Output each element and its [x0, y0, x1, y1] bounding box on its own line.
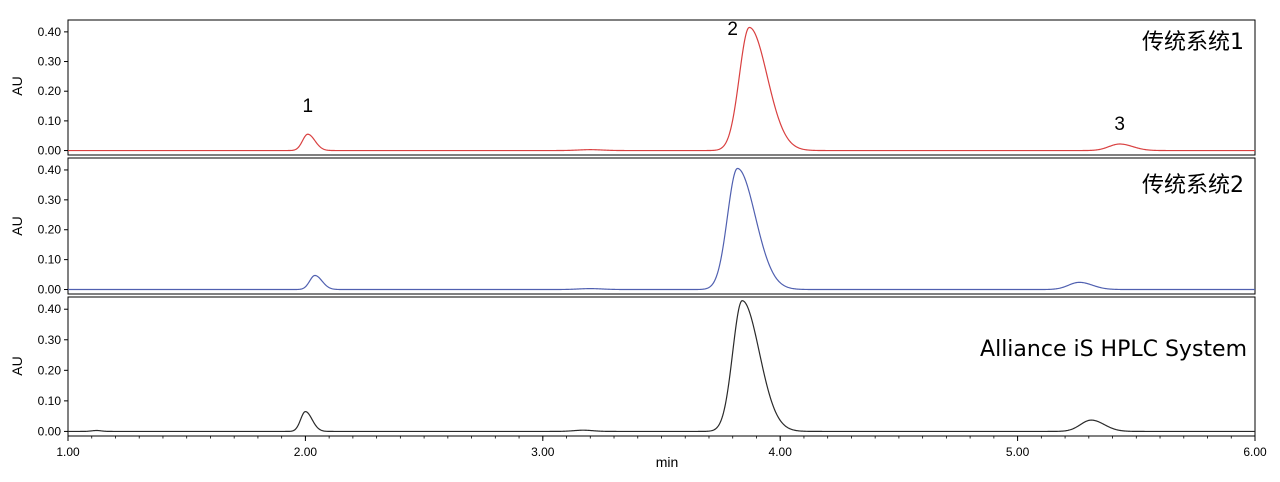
- panel-1: 0.00 0.10 0.20 0.30 0.40 传统系统1 AU 1 2 3: [9, 19, 1256, 158]
- y-tick-label: 0.00: [38, 424, 62, 438]
- y-tick-label: 0.30: [38, 55, 62, 69]
- panel-1-y-axis-title: AU: [9, 76, 25, 95]
- y-tick-label: 0.00: [38, 144, 62, 158]
- panel-3-y-axis-title: AU: [9, 356, 25, 375]
- y-tick-label: 0.30: [38, 193, 62, 207]
- x-axis: 1.00 2.00 3.00 4.00 5.00 6.00: [56, 436, 1267, 459]
- panel-1-frame: [67, 19, 1256, 156]
- x-tick-label: 4.00: [769, 445, 793, 459]
- y-tick-label: 0.40: [38, 163, 62, 177]
- y-tick-label: 0.00: [38, 283, 62, 297]
- panel-2-frame: [67, 157, 1256, 295]
- panel-2-y-ticks: 0.00 0.10 0.20 0.30 0.40: [38, 163, 68, 297]
- x-tick-label: 6.00: [1243, 445, 1267, 459]
- panel-2: 0.00 0.10 0.20 0.30 0.40 传统系统2 AU: [9, 157, 1256, 297]
- panel-3-frame: [67, 296, 1256, 437]
- y-tick-label: 0.10: [38, 114, 62, 128]
- panel-3: 0.00 0.10 0.20 0.30 0.40 Alliance iS HPLC Sy…: [9, 296, 1256, 438]
- y-tick-label: 0.20: [38, 363, 62, 377]
- panel-1-y-ticks: 0.00 0.10 0.20 0.30 0.40: [38, 25, 68, 158]
- peak-label: 1: [302, 96, 313, 117]
- y-tick-label: 0.10: [38, 394, 62, 408]
- x-tick-label: 3.00: [531, 445, 555, 459]
- panel-3-y-ticks: 0.00 0.10 0.20 0.30 0.40: [38, 302, 68, 438]
- x-axis-title: min: [656, 454, 679, 470]
- panel-1-trace: [68, 26, 1255, 152]
- x-tick-label: 1.00: [56, 445, 80, 459]
- y-tick-label: 0.20: [38, 84, 62, 98]
- y-tick-label: 0.30: [38, 333, 62, 347]
- panel-2-title: 传统系统2: [1142, 173, 1244, 198]
- panel-1-title: 传统系统1: [1142, 30, 1244, 55]
- panel-1-peak-labels: 1 2 3: [302, 19, 1124, 135]
- panel-2-trace: [68, 167, 1255, 291]
- peak-label: 3: [1114, 114, 1125, 135]
- panel-3-trace: [68, 300, 1255, 433]
- y-tick-label: 0.10: [38, 253, 62, 267]
- peak-label: 2: [727, 19, 738, 40]
- x-tick-label: 2.00: [294, 445, 318, 459]
- panel-3-title: Alliance iS HPLC System: [980, 337, 1247, 362]
- x-tick-label: 5.00: [1006, 445, 1030, 459]
- panel-2-y-axis-title: AU: [9, 216, 25, 235]
- y-tick-label: 0.20: [38, 223, 62, 237]
- y-tick-label: 0.40: [38, 302, 62, 316]
- y-tick-label: 0.40: [38, 25, 62, 39]
